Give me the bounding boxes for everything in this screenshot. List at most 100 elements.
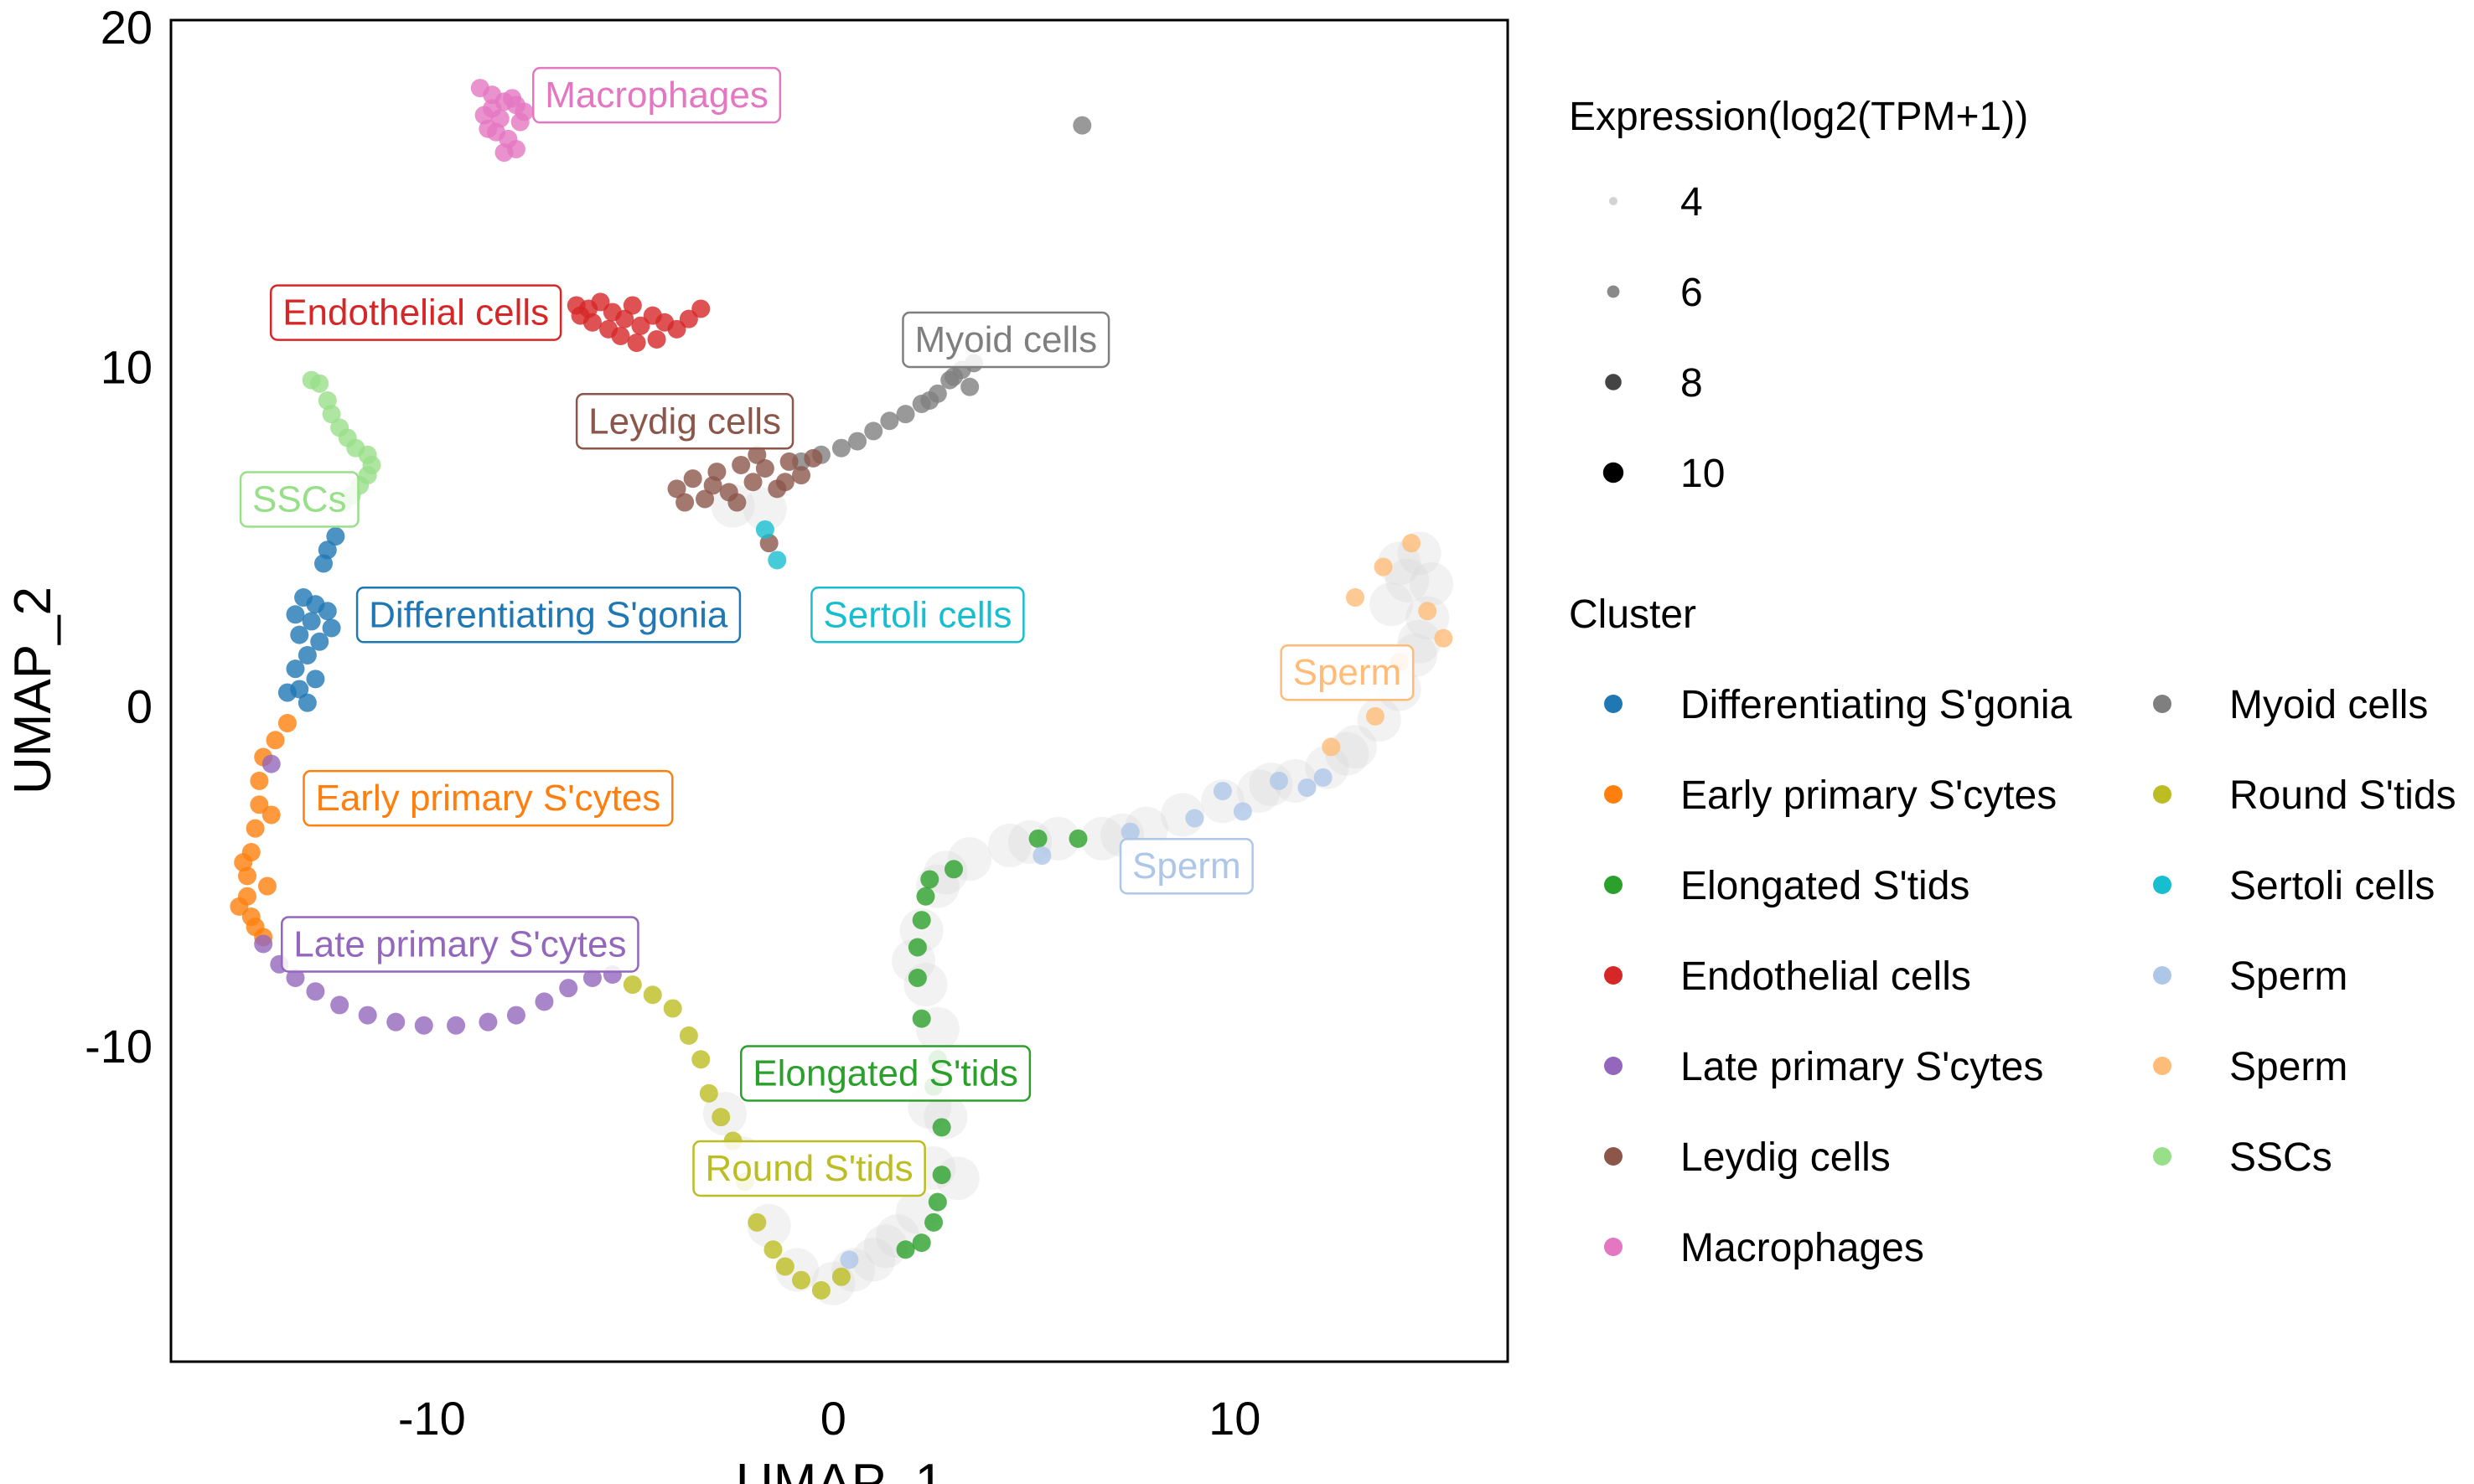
data-point: [611, 326, 630, 345]
size-legend-label: 6: [1680, 271, 1703, 315]
cluster-legend-label: Myoid cells: [2229, 683, 2428, 727]
cluster-legend-title: Cluster: [1569, 592, 1696, 637]
cluster-sertoli-cells: [755, 520, 787, 570]
data-point: [318, 602, 337, 621]
size-legend-key: [1607, 285, 1620, 298]
label-late-primary-s-cytes: Late primary S'cytes: [281, 916, 639, 973]
data-point: [298, 693, 317, 712]
data-point: [230, 897, 249, 916]
label-box: [902, 311, 1110, 369]
data-point: [908, 938, 927, 957]
data-point: [643, 985, 662, 1005]
data-point: [880, 411, 899, 431]
cluster-legend-key: [2153, 695, 2171, 713]
data-point: [916, 887, 935, 906]
label-sertoli-cells: Sertoli cells: [810, 587, 1025, 644]
data-point: [691, 1050, 711, 1069]
label-box: [1119, 837, 1254, 895]
data-point: [683, 469, 702, 489]
label-leydig-cells: Leydig cells: [575, 393, 794, 450]
data-point: [250, 771, 269, 790]
background-point: [988, 823, 1033, 867]
size-legend-key: [1605, 374, 1622, 390]
data-point: [286, 605, 305, 624]
data-point: [322, 405, 341, 424]
background-point: [1080, 816, 1125, 861]
data-point: [326, 527, 345, 546]
background-point: [1369, 582, 1414, 627]
cluster-sperm: [840, 768, 1333, 1269]
data-point: [920, 870, 939, 889]
data-point: [831, 1267, 851, 1286]
data-point: [298, 645, 317, 664]
data-point: [1434, 628, 1453, 648]
label-myoid-cells: Myoid cells: [902, 311, 1110, 369]
size-legend: 4 6 8 10: [1602, 180, 1725, 496]
data-point: [932, 1118, 951, 1137]
cluster-legend-label: Elongated S'tids: [1680, 864, 1969, 908]
data-point: [582, 968, 602, 987]
data-point: [691, 299, 711, 318]
data-point: [623, 975, 642, 995]
cluster-label-text: Differentiating S'gonia: [369, 594, 728, 635]
data-point: [675, 493, 695, 512]
data-point: [591, 292, 610, 312]
data-point: [667, 479, 686, 499]
data-point: [699, 1083, 718, 1103]
data-point: [286, 659, 305, 679]
y-axis-title: UMAP_2: [4, 587, 62, 794]
y-tick-label: 10: [101, 340, 153, 393]
data-point: [1297, 778, 1317, 798]
label-box: [532, 66, 782, 124]
data-point: [1322, 737, 1341, 757]
background-point: [863, 1224, 908, 1269]
data-point: [831, 438, 851, 458]
cluster-legend-label: SSCs: [2229, 1135, 2332, 1180]
data-point: [748, 445, 767, 464]
data-point: [732, 455, 751, 474]
data-point: [261, 754, 281, 773]
data-point: [234, 853, 253, 872]
background-point: [1333, 725, 1377, 769]
y-tick-label: 20: [101, 1, 153, 54]
data-point: [358, 1006, 377, 1025]
data-point: [1069, 829, 1088, 848]
cluster-label-text: Macrophages: [545, 75, 769, 116]
cluster-label-text: Leydig cells: [588, 401, 781, 442]
label-box: [281, 916, 639, 973]
data-point: [1213, 782, 1232, 801]
data-point: [712, 1108, 731, 1127]
data-point: [679, 309, 698, 328]
cluster-legend-key: [1604, 785, 1623, 804]
data-point: [290, 625, 309, 644]
label-differentiating-s-gonia: Differentiating S'gonia: [355, 587, 742, 644]
cluster-label-text: Endothelial cells: [282, 292, 549, 334]
data-point: [1233, 802, 1252, 821]
cluster-legend-key: [1604, 1147, 1623, 1166]
data-point: [791, 1270, 810, 1290]
data-point: [623, 296, 642, 315]
data-point: [755, 520, 774, 539]
data-point: [924, 1213, 944, 1232]
data-point: [960, 377, 980, 396]
label-box: [355, 587, 742, 644]
data-point: [322, 618, 341, 638]
data-point: [908, 968, 927, 987]
data-point: [1185, 809, 1204, 828]
cluster-legend: Differentiating S'gonia Early primary S'c…: [1604, 683, 2456, 1270]
cluster-legend-label: Early primary S'cytes: [1680, 773, 2057, 818]
data-point: [286, 968, 305, 987]
cluster-label-text: Sperm: [1293, 652, 1402, 693]
label-box: [303, 769, 674, 827]
data-point: [912, 1233, 931, 1253]
data-point: [306, 982, 325, 1001]
data-point: [920, 390, 939, 410]
data-point: [254, 934, 273, 954]
cluster-label-text: Late primary S'cytes: [293, 923, 626, 964]
cluster-legend-label: Leydig cells: [1680, 1135, 1891, 1180]
label-box: [1280, 644, 1415, 701]
data-point: [414, 1016, 433, 1035]
data-point: [848, 432, 867, 451]
data-point: [1028, 829, 1048, 848]
x-tick-label: 0: [820, 1392, 846, 1445]
